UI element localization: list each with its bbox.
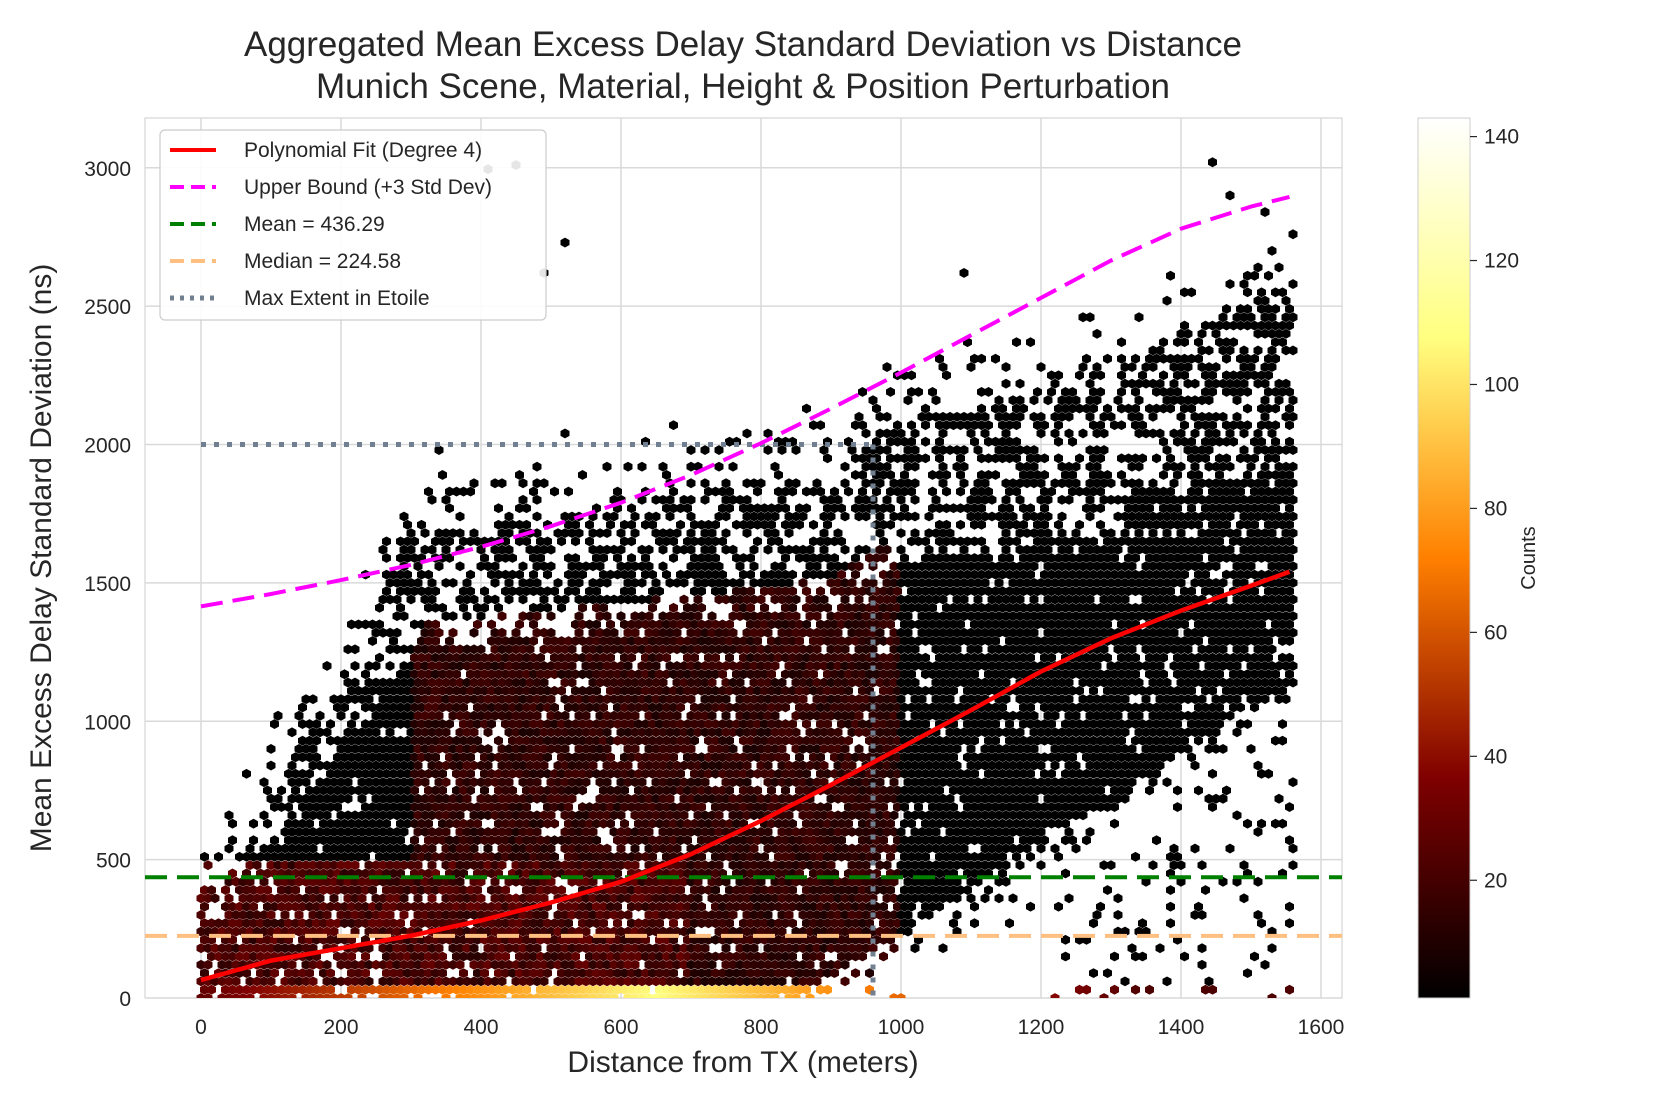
chart-svg: 02004006008001000120014001600 0500100015… (0, 0, 1661, 1107)
chart-figure: 02004006008001000120014001600 0500100015… (0, 0, 1661, 1107)
